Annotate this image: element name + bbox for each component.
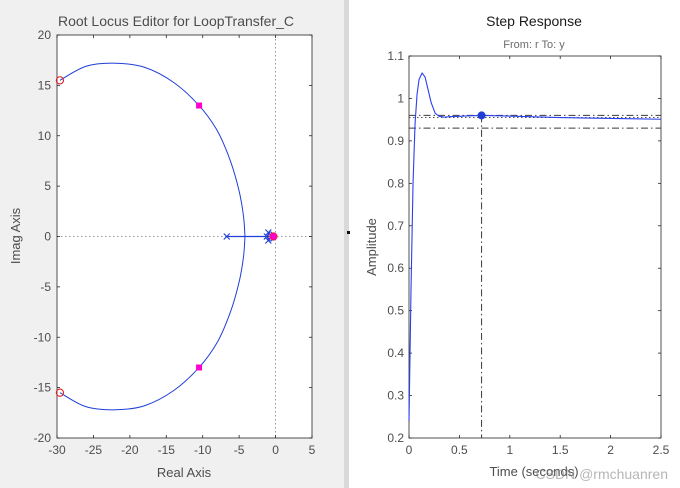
- y-tick-label: 15: [38, 78, 52, 92]
- root-locus-marks: [55, 62, 278, 411]
- y-tick-label: 0: [44, 230, 51, 244]
- x-tick-label: 2: [607, 443, 614, 457]
- y-tick-label: 0.4: [387, 346, 404, 360]
- x-tick-label: 0: [272, 443, 279, 457]
- x-tick-label: 0: [406, 443, 413, 457]
- pole-x-marker: [223, 233, 231, 240]
- x-tick-label: -15: [158, 443, 176, 457]
- panel-divider[interactable]: [344, 0, 349, 488]
- closed-loop-pole-marker: [196, 364, 203, 371]
- step-response-chart[interactable]: Step Response From: r To: y 0 0.5 1 1.5 2 2.5…: [364, 13, 670, 479]
- root-locus-chart[interactable]: Root Locus Editor for LoopTransfer_C -30…: [8, 13, 316, 480]
- x-tick-label: -10: [194, 443, 212, 457]
- y-tick-label: 10: [38, 129, 52, 143]
- x-tick-label: -5: [234, 443, 245, 457]
- root-locus-ticks: -30 -25 -20 -15 -10 -5 0 5 -20 -15 -10 -5 0 5 10 15 20: [34, 28, 316, 457]
- root-locus-x-axis-label: Real Axis: [157, 465, 212, 480]
- root-locus-title: Root Locus Editor for LoopTransfer_C: [58, 13, 294, 29]
- step-response-ticks: 0 0.5 1 1.5 2 2.5 0.2 0.3 0.4 0.5 0.6 0.7 0.8 0.9 1 1.1: [387, 49, 669, 457]
- settling-time-marker: [477, 111, 486, 120]
- pole-x-marker: [263, 233, 271, 240]
- y-tick-label: 1: [397, 91, 404, 105]
- x-tick-label: -30: [48, 443, 66, 457]
- closed-loop-pole-marker: [270, 233, 277, 240]
- y-tick-label: -20: [34, 431, 52, 445]
- step-response-x-axis-label: Time (seconds): [489, 464, 578, 479]
- y-tick-label: -15: [34, 381, 52, 395]
- step-response-marks: [408, 72, 662, 438]
- y-tick-label: 5: [44, 179, 51, 193]
- zero-circle-marker: [55, 388, 65, 397]
- step-response-subtitle: From: r To: y: [503, 39, 565, 51]
- step-response-title: Step Response: [486, 13, 582, 29]
- step-response-line: [408, 72, 662, 422]
- x-tick-label: -25: [85, 443, 103, 457]
- y-tick-label: -5: [40, 280, 51, 294]
- y-tick-label: 0.8: [387, 176, 404, 190]
- x-tick-label: -20: [121, 443, 139, 457]
- closed-loop-pole-marker: [196, 102, 203, 109]
- y-tick-label: 20: [38, 28, 52, 42]
- x-tick-label: 1.5: [552, 443, 569, 457]
- watermark-text: CSDN @rmchuanren: [536, 466, 668, 482]
- step-response-y-axis-label: Amplitude: [364, 218, 379, 276]
- y-tick-label: 0.9: [387, 134, 404, 148]
- y-tick-label: 0.5: [387, 304, 404, 318]
- x-tick-label: 1: [506, 443, 513, 457]
- x-tick-label: 5: [309, 443, 316, 457]
- step-response-plot-area[interactable]: [408, 55, 662, 439]
- y-tick-label: 0.2: [387, 431, 404, 445]
- x-tick-label: 2.5: [653, 443, 670, 457]
- y-tick-label: 0.3: [387, 389, 404, 403]
- y-tick-label: 0.7: [387, 219, 404, 233]
- zero-circle-marker: [55, 76, 65, 85]
- root-locus-y-axis-label: Imag Axis: [8, 207, 23, 264]
- y-tick-label: 0.6: [387, 261, 404, 275]
- y-tick-label: -10: [34, 330, 52, 344]
- divider-handle[interactable]: [347, 231, 350, 234]
- x-tick-label: 0.5: [451, 443, 468, 457]
- zero-circle-marker: [269, 232, 278, 241]
- y-tick-label: 1.1: [387, 49, 404, 63]
